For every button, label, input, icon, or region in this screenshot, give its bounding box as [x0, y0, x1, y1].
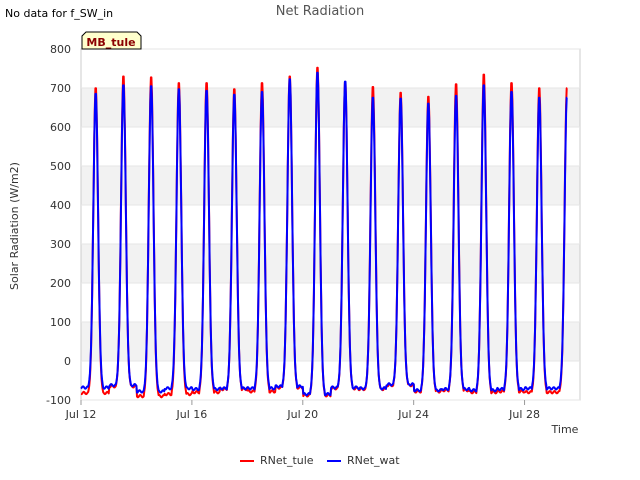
site-badge: MB_tule — [81, 31, 142, 50]
plot-band — [81, 322, 580, 361]
y-tick-label: 500 — [50, 160, 71, 173]
x-tick-label: Jul 16 — [176, 408, 208, 421]
x-axis: Jul 12 Jul 16 Jul 20 Jul 24 Jul 28 — [65, 400, 540, 421]
y-axis: -100 0 100 200 300 400 500 600 700 800 — [46, 43, 580, 407]
y-tick-label: 800 — [50, 43, 71, 56]
x-tick-label: Jul 12 — [65, 408, 97, 421]
x-tick-label: Jul 28 — [508, 408, 540, 421]
legend: RNet_tule RNet_wat — [240, 454, 400, 467]
plot-bands — [81, 88, 580, 361]
plot-band — [81, 88, 580, 127]
y-tick-label: 400 — [50, 199, 71, 212]
y-axis-title: Solar Radiation (W/m2) — [8, 162, 21, 290]
y-tick-label: 600 — [50, 121, 71, 134]
no-data-notice: No data for f_SW_in — [5, 7, 114, 20]
y-tick-label: 300 — [50, 238, 71, 251]
series-line-rnet-wat — [80, 71, 568, 397]
legend-label[interactable]: RNet_tule — [260, 454, 314, 467]
plot-band — [81, 244, 580, 283]
x-tick-label: Jul 20 — [286, 408, 318, 421]
site-badge-label: MB_tule — [86, 36, 135, 49]
x-axis-title: Time — [551, 423, 579, 436]
y-tick-label: 0 — [64, 355, 71, 368]
plot-band — [81, 166, 580, 205]
chart-title: Net Radiation — [276, 4, 364, 19]
legend-label[interactable]: RNet_wat — [347, 454, 400, 467]
series-group — [80, 66, 568, 399]
y-tick-label: 700 — [50, 82, 71, 95]
y-tick-label: -100 — [46, 394, 71, 407]
y-tick-label: 100 — [50, 316, 71, 329]
x-tick-label: Jul 24 — [397, 408, 429, 421]
y-tick-label: 200 — [50, 277, 71, 290]
